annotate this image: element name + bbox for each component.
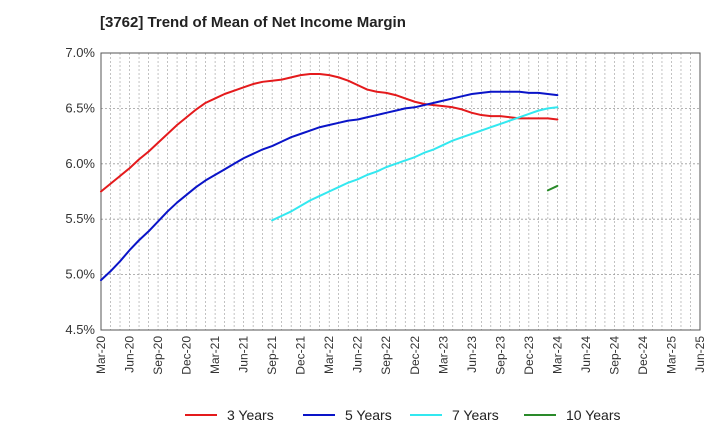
x-tick-label: Dec-22	[408, 336, 422, 375]
legend-label: 5 Years	[345, 407, 392, 423]
legend-swatch	[524, 414, 556, 416]
x-tick-label: Jun-22	[351, 336, 365, 373]
y-tick-label: 5.0%	[65, 267, 95, 282]
legend-label: 10 Years	[566, 407, 621, 423]
x-tick-label: Mar-20	[94, 336, 108, 374]
x-tick-label: Jun-21	[237, 336, 251, 373]
series-line-10-years	[546, 184, 559, 192]
grid-layer	[100, 52, 701, 331]
series-line-5-years	[100, 90, 559, 282]
y-tick-label: 4.5%	[65, 322, 95, 337]
legend-item-3-years: 3 Years	[185, 404, 274, 426]
y-tick-label: 6.0%	[65, 156, 95, 171]
line-chart: 4.5% 5.0% 5.5% 6.0% 6.5% 7.0% Mar-20 Jun-20 Sep-…	[65, 45, 707, 375]
legend-swatch	[185, 414, 217, 416]
x-tick-label: Mar-21	[208, 336, 222, 374]
x-tick-label: Dec-21	[294, 336, 308, 375]
x-tick-label: Mar-23	[436, 336, 450, 374]
x-tick-label: Dec-23	[522, 336, 536, 375]
y-tick-label: 6.5%	[65, 100, 95, 115]
x-tick-label: Dec-20	[180, 336, 194, 375]
legend: 3 Years 5 Years 7 Years 10 Years	[0, 404, 720, 428]
x-tick-label: Jun-24	[579, 336, 593, 373]
label-layer: 4.5% 5.0% 5.5% 6.0% 6.5% 7.0% Mar-20 Jun-20 Sep-…	[65, 45, 707, 375]
x-tick-label: Mar-22	[322, 336, 336, 374]
x-tick-label: Sep-24	[607, 336, 621, 375]
plot-area	[101, 53, 700, 330]
x-tick-label: Sep-23	[493, 336, 507, 375]
x-tick-label: Sep-20	[151, 336, 165, 375]
legend-item-10-years: 10 Years	[524, 404, 621, 426]
x-tick-label: Sep-21	[265, 336, 279, 375]
legend-swatch	[303, 414, 335, 416]
x-tick-label: Mar-25	[664, 336, 678, 374]
legend-swatch	[410, 414, 442, 416]
series-line-3-years	[100, 73, 559, 193]
series-layer	[100, 73, 559, 282]
x-tick-label: Jun-23	[465, 336, 479, 373]
legend-item-5-years: 5 Years	[303, 404, 392, 426]
y-tick-label: 7.0%	[65, 45, 95, 60]
x-tick-label: Dec-24	[636, 336, 650, 375]
x-tick-label: Jun-20	[123, 336, 137, 373]
x-tick-label: Mar-24	[550, 336, 564, 374]
legend-item-7-years: 7 Years	[410, 404, 499, 426]
series-line-7-years	[271, 106, 559, 222]
y-tick-label: 5.5%	[65, 211, 95, 226]
legend-label: 7 Years	[452, 407, 499, 423]
x-tick-label: Sep-22	[379, 336, 393, 375]
chart-title: [3762] Trend of Mean of Net Income Margi…	[100, 14, 406, 31]
x-tick-label: Jun-25	[693, 336, 707, 373]
legend-label: 3 Years	[227, 407, 274, 423]
